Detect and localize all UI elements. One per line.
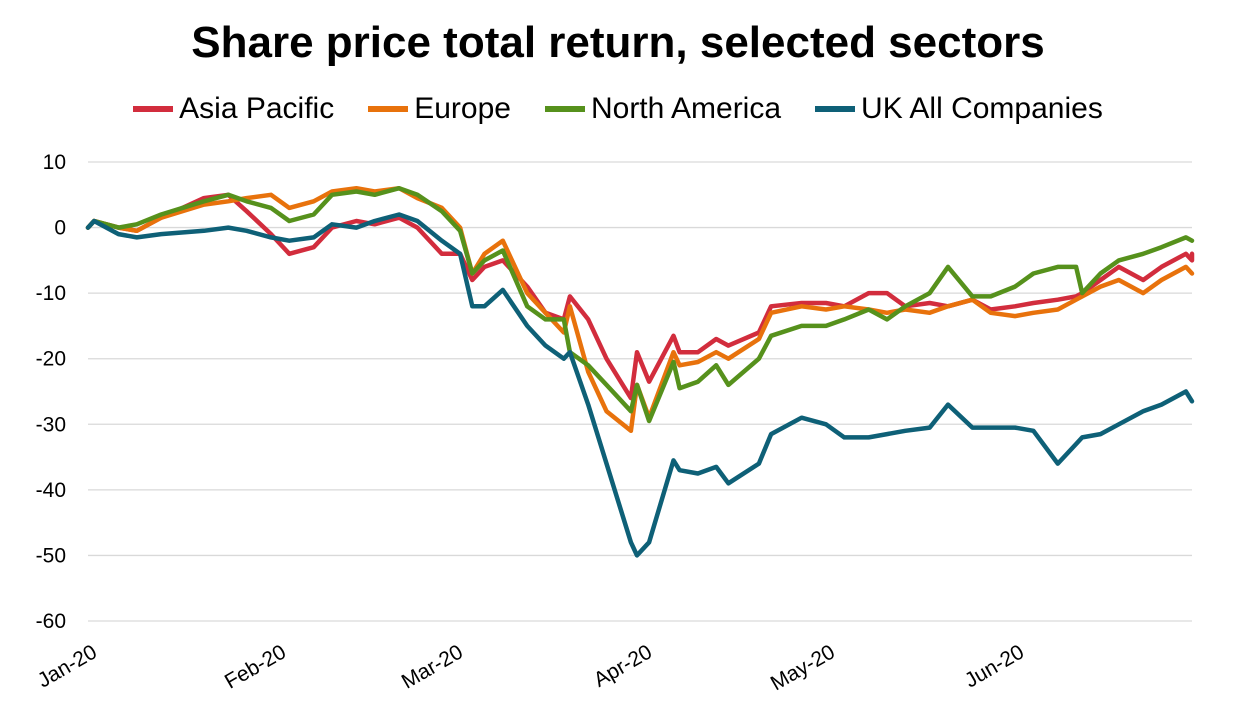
y-tick-label: -10	[36, 282, 66, 305]
x-tick-label: Apr-20	[590, 640, 656, 691]
legend-label: Asia Pacific	[179, 92, 335, 125]
legend-label: UK All Companies	[861, 92, 1103, 125]
legend-item: Asia Pacific	[133, 92, 334, 126]
y-tick-label: 0	[54, 217, 66, 240]
x-tick-label: Jan-20	[34, 640, 101, 692]
x-tick-label: Feb-20	[221, 640, 290, 693]
series-line-north-america	[85, 185, 1195, 424]
y-tick-label: -60	[36, 610, 66, 633]
x-tick-label: Mar-20	[398, 640, 467, 693]
legend-item: Europe	[368, 92, 511, 126]
legend-swatch	[544, 106, 585, 112]
y-tick-label: -50	[36, 544, 66, 567]
y-tick-label: 10	[43, 151, 66, 174]
legend-label: North America	[590, 92, 782, 125]
legend: Asia Pacific Europe North America UK All Co…	[0, 92, 1236, 126]
x-tick-label: Jun-20	[961, 640, 1028, 692]
legend-swatch	[368, 106, 409, 112]
legend-item: North America	[544, 92, 782, 126]
y-tick-label: -20	[36, 348, 66, 371]
legend-swatch	[815, 106, 856, 112]
legend-item: UK All Companies	[815, 92, 1103, 126]
x-tick-label: May-20	[767, 640, 839, 695]
series-line-asia-pacific	[85, 192, 1195, 401]
legend-swatch	[133, 106, 174, 112]
chart-title: Share price total return, selected secto…	[191, 18, 1045, 67]
y-tick-label: -40	[36, 479, 66, 502]
legend-label: Europe	[414, 92, 511, 125]
y-tick-label: -30	[36, 413, 66, 436]
series-line-uk-all-companies	[85, 212, 1195, 558]
